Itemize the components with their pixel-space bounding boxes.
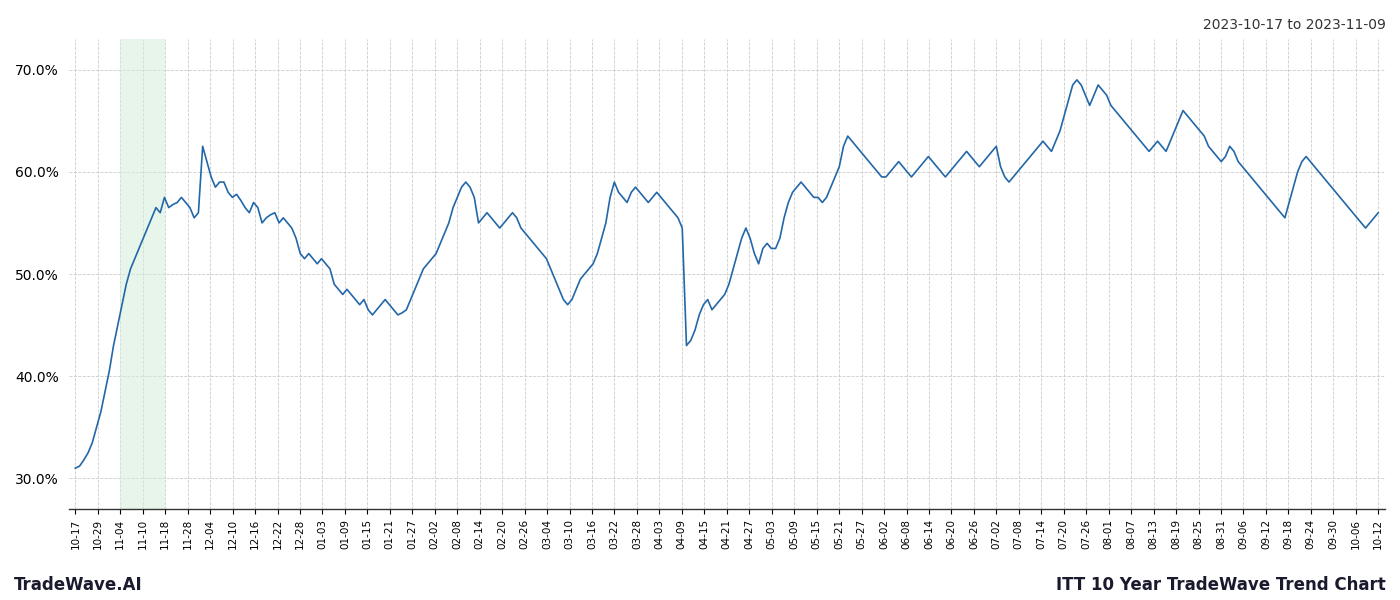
Bar: [120, 39, 165, 509]
Text: 2023-10-17 to 2023-11-09: 2023-10-17 to 2023-11-09: [1203, 18, 1386, 32]
Text: TradeWave.AI: TradeWave.AI: [14, 576, 143, 594]
Text: ITT 10 Year TradeWave Trend Chart: ITT 10 Year TradeWave Trend Chart: [1056, 576, 1386, 594]
